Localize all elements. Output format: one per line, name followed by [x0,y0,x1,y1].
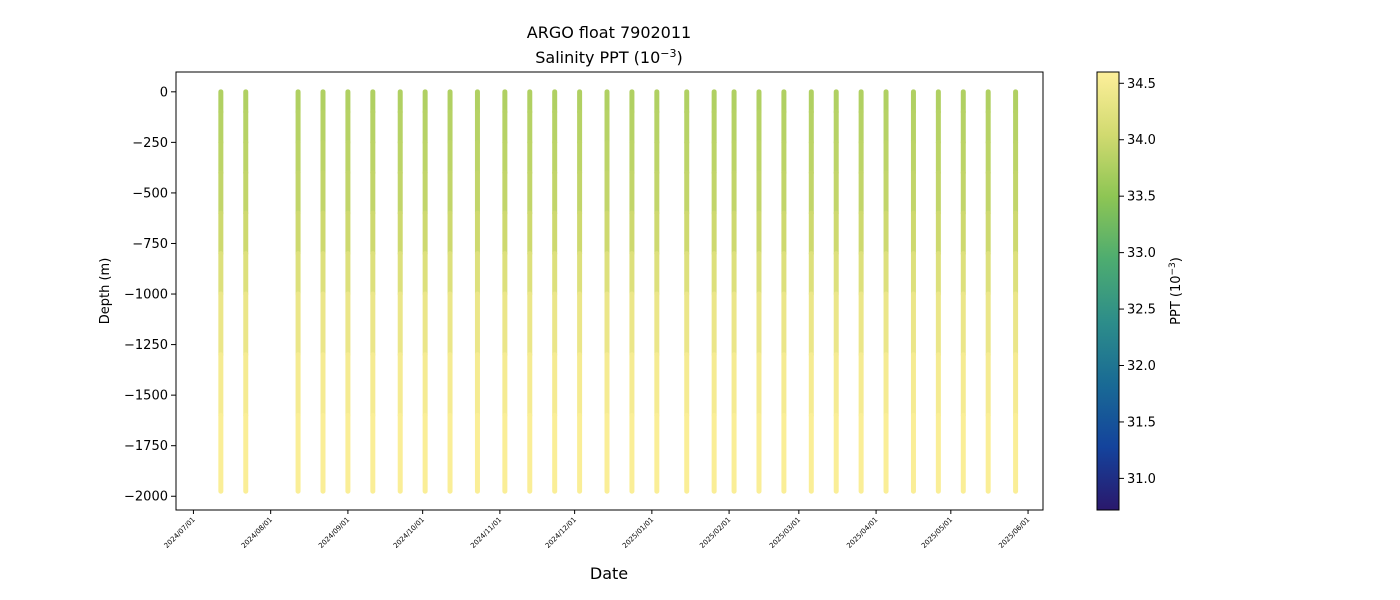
chart-subtitle: Salinity PPT (10−3) [535,47,683,67]
x-tick-label: 2025/02/01 [698,516,732,550]
y-tick-label: −1000 [124,288,168,303]
colorbar-axis: 31.0 31.5 32.0 32.5 33.0 33.5 34.0 34.5 [1119,77,1156,487]
y-tick-label: −500 [132,186,168,201]
colorbar-tick-label: 31.5 [1127,415,1156,430]
y-tick-label: −250 [132,136,168,151]
plot-marks [218,89,1019,494]
y-axis-label: Depth (m) [98,258,113,325]
x-tick-label: 2025/04/01 [845,516,879,550]
y-tick-label: −1500 [124,389,168,404]
x-axis: 2024/07/01 2024/08/01 2024/09/01 2024/10/01… [163,510,1031,550]
x-tick-label: 2025/05/01 [920,516,954,550]
x-tick-label: 2024/07/01 [163,516,197,550]
x-tick-label: 2025/01/01 [621,516,655,550]
x-tick-label: 2025/06/01 [997,516,1031,550]
colorbar-tick-label: 34.0 [1127,133,1156,148]
x-tick-label: 2024/10/01 [392,516,426,550]
y-tick-label: −2000 [124,490,168,505]
x-axis-label: Date [590,564,628,583]
y-axis: 0 −250 −500 −750 −1000 −1250 −1500 −1750 −2000 [124,85,176,505]
x-tick-label: 2024/09/01 [317,516,351,550]
y-tick-label: 0 [160,85,168,100]
colorbar [1096,71,1120,511]
colorbar-tick-label: 32.5 [1127,303,1156,318]
chart-title: ARGO float 7902011 [527,23,691,42]
colorbar-tick-label: 33.0 [1127,246,1156,261]
colorbar-tick-label: 31.0 [1127,472,1156,487]
plot-frame [175,71,1044,511]
x-tick-label: 2024/12/01 [544,516,578,550]
x-tick-label: 2024/08/01 [240,516,274,550]
colorbar-tick-label: 32.0 [1127,359,1156,374]
colorbar-tick-label: 34.5 [1127,77,1156,92]
colorbar-tick-label: 33.5 [1127,190,1156,205]
y-tick-label: −750 [132,237,168,252]
y-tick-label: −1750 [124,439,168,454]
x-tick-label: 2024/11/01 [469,516,503,550]
x-tick-label: 2025/03/01 [768,516,802,550]
y-tick-label: −1250 [124,338,168,353]
colorbar-label: PPT (10−3) [1168,257,1184,325]
